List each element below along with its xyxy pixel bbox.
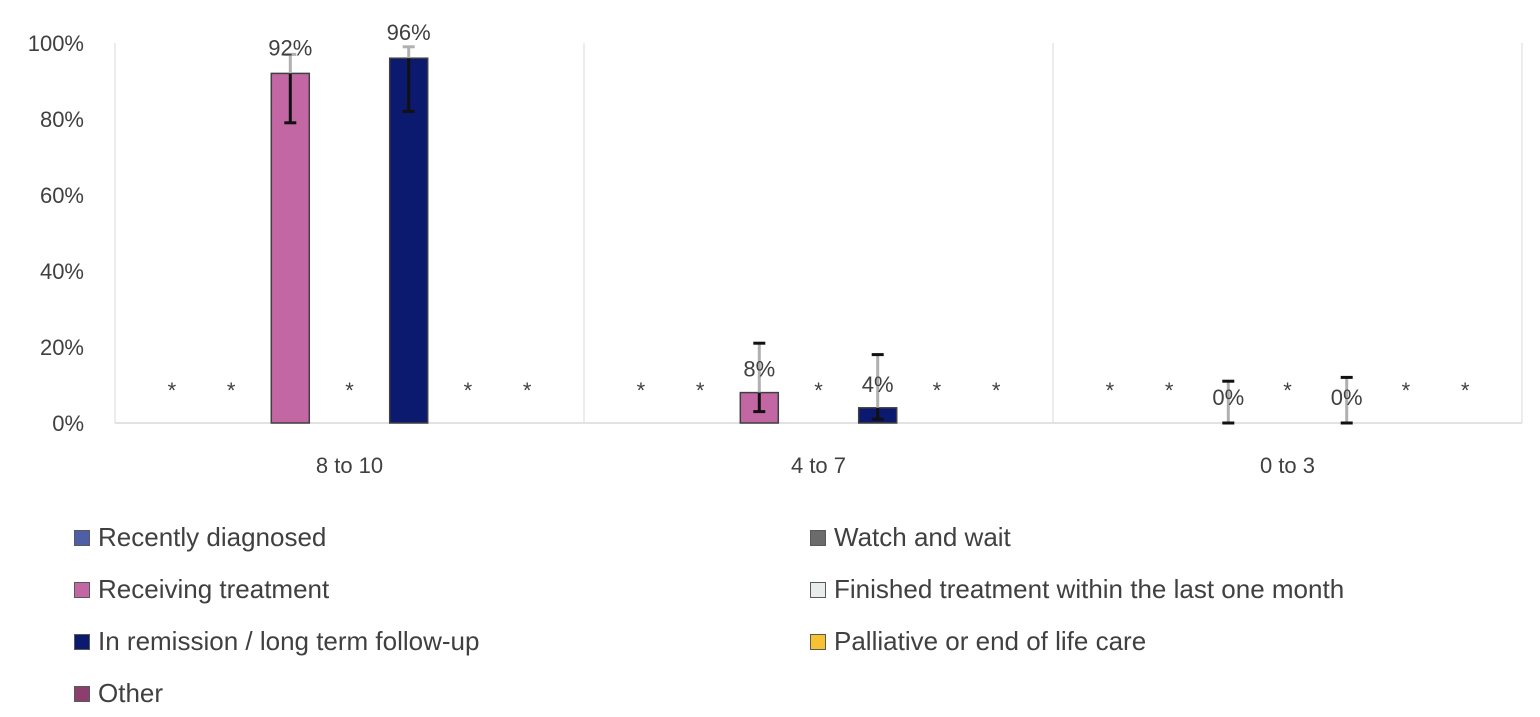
data-label: 8%	[743, 357, 775, 382]
legend-item: Watch and wait	[810, 522, 1011, 553]
legend-label: Watch and wait	[834, 522, 1011, 552]
legend-swatch	[810, 581, 826, 598]
suppressed-marker: *	[227, 378, 236, 403]
x-category-label: 4 to 7	[791, 453, 846, 478]
y-tick-label: 80%	[40, 107, 84, 132]
suppressed-marker: *	[637, 378, 646, 403]
suppressed-marker: *	[1461, 378, 1470, 403]
legend-label: Receiving treatment	[98, 574, 330, 604]
y-tick-label: 100%	[28, 31, 84, 56]
legend-label: Recently diagnosed	[98, 522, 327, 552]
data-label: 0%	[1331, 385, 1363, 410]
y-tick-label: 60%	[40, 183, 84, 208]
suppressed-marker: *	[1283, 378, 1292, 403]
x-category-label: 0 to 3	[1260, 453, 1315, 478]
suppressed-marker: *	[1165, 378, 1174, 403]
suppressed-marker: *	[696, 378, 705, 403]
bar	[270, 72, 311, 424]
legend-item: In remission / long term follow-up	[74, 626, 479, 657]
y-tick-label: 40%	[40, 259, 84, 284]
suppressed-marker: *	[345, 378, 354, 403]
legend-swatch	[74, 529, 90, 546]
suppressed-marker: *	[1106, 378, 1115, 403]
x-category-label: 8 to 10	[316, 453, 383, 478]
chart-canvas: 0% 20% 40% 60% 80% 100% 8 to 10 4 to 7 0 to 3 * * 9…	[28, 20, 1523, 478]
data-label: 92%	[268, 35, 312, 60]
y-tick-label: 20%	[40, 335, 84, 360]
suppressed-marker: *	[814, 378, 823, 403]
legend-label: In remission / long term follow-up	[98, 626, 480, 656]
suppressed-marker: *	[992, 378, 1001, 403]
suppressed-marker: *	[464, 378, 473, 403]
legend-item: Finished treatment within the last one m…	[810, 574, 1344, 605]
legend-swatch	[74, 685, 90, 702]
legend-swatch	[810, 529, 826, 546]
legend-swatch	[74, 581, 90, 598]
data-label: 0%	[1212, 385, 1244, 410]
legend-item: Other	[74, 678, 163, 709]
legend-item: Receiving treatment	[74, 574, 329, 605]
bar	[388, 57, 429, 424]
legend-label: Finished treatment within the last one m…	[834, 574, 1345, 604]
legend-item: Palliative or end of life care	[810, 626, 1146, 657]
legend-item: Recently diagnosed	[74, 522, 326, 553]
legend-swatch	[810, 633, 826, 650]
suppressed-marker: *	[168, 378, 177, 403]
data-label: 96%	[387, 20, 431, 45]
legend-swatch	[74, 633, 90, 650]
legend-label: Palliative or end of life care	[834, 626, 1147, 656]
suppressed-marker: *	[523, 378, 532, 403]
suppressed-marker: *	[1402, 378, 1411, 403]
suppressed-marker: *	[933, 378, 942, 403]
y-tick-label: 0%	[52, 411, 84, 436]
data-label: 4%	[862, 372, 894, 397]
legend-label: Other	[98, 678, 164, 708]
